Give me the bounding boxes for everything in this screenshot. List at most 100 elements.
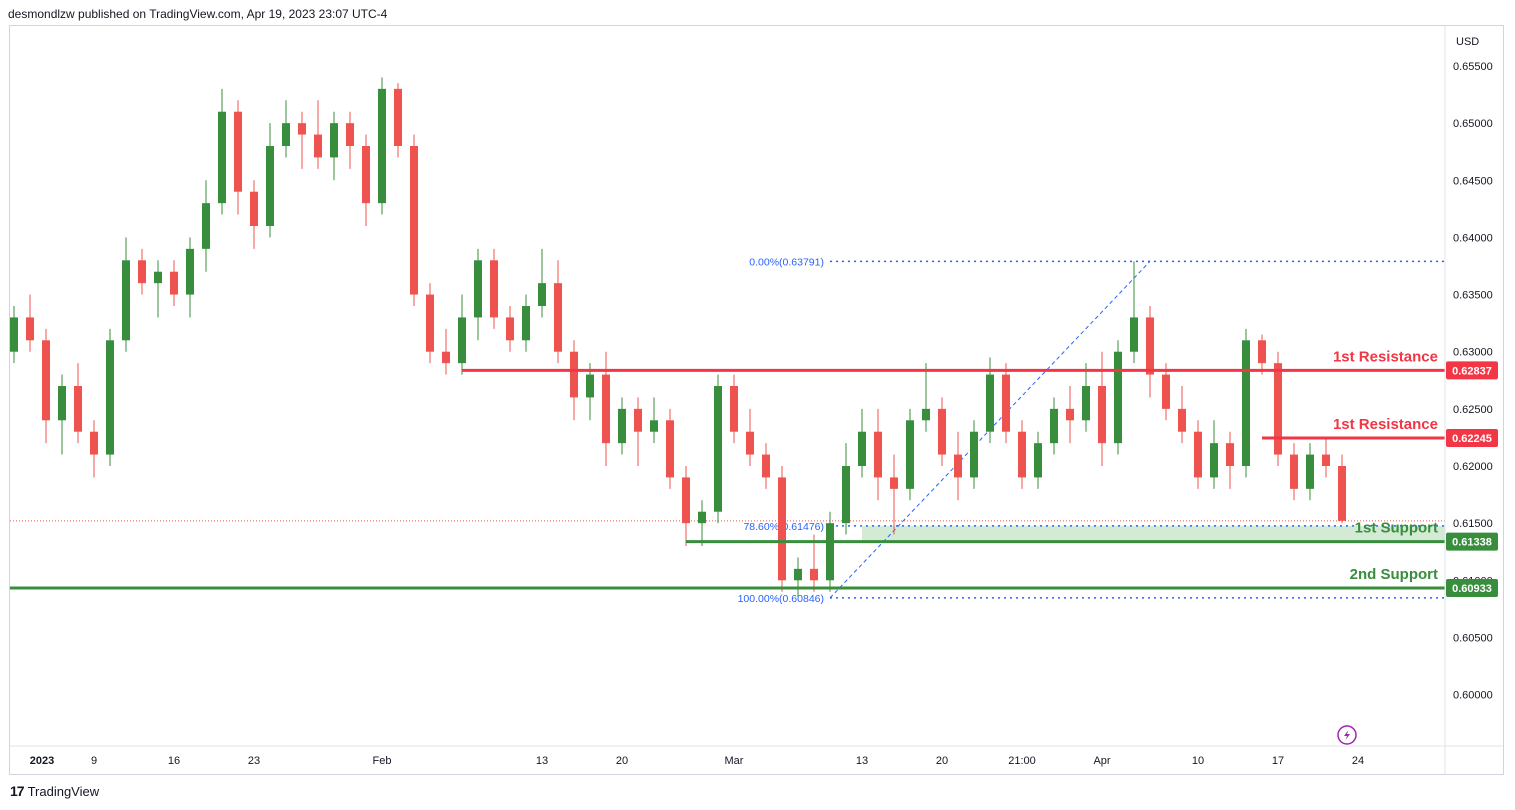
- x-tick-label: 21:00: [1008, 755, 1036, 767]
- candle-body: [1114, 351, 1122, 444]
- candle-body: [138, 260, 146, 284]
- candle-body: [74, 386, 82, 432]
- candle-body: [746, 431, 754, 455]
- candle-body: [1066, 408, 1074, 421]
- candle-body: [858, 431, 866, 466]
- x-tick-label: 13: [856, 755, 868, 767]
- price-tag-value: 0.61338: [1452, 537, 1492, 549]
- x-tick-label: Apr: [1093, 755, 1110, 767]
- support-zone: [862, 525, 1445, 542]
- candle-body: [1018, 431, 1026, 478]
- candle-body: [826, 523, 834, 581]
- candle-body: [426, 294, 434, 352]
- x-tick-label: Mar: [725, 755, 744, 767]
- candle-body: [330, 123, 338, 158]
- candle-body: [250, 191, 258, 226]
- candle-body: [1210, 443, 1218, 478]
- y-tick-label: 0.60000: [1453, 690, 1493, 702]
- price-chart-svg[interactable]: 0.00%(0.63791)78.60%(0.61476)100.00%(0.6…: [10, 26, 1503, 774]
- support-zone-layer: [862, 525, 1445, 542]
- price-tag-bg: [1446, 429, 1498, 447]
- candle-body: [874, 431, 882, 478]
- y-tick-label: 0.62500: [1453, 404, 1493, 416]
- candle-body: [1162, 374, 1170, 409]
- candle-body: [842, 466, 850, 524]
- candle-body: [682, 477, 690, 524]
- x-tick-label: 13: [536, 755, 548, 767]
- candle-body: [554, 283, 562, 352]
- candle-body: [538, 283, 546, 306]
- candle-body: [794, 568, 802, 581]
- support-label: 2nd Support: [1350, 566, 1438, 583]
- candle-body: [42, 340, 50, 421]
- candle-body: [618, 408, 626, 444]
- candle-body: [1034, 443, 1042, 478]
- fib-level-label: 0.00%(0.63791): [749, 256, 824, 268]
- candle-body: [1082, 386, 1090, 421]
- resistance-label: 1st Resistance: [1333, 348, 1438, 365]
- candle-body: [410, 146, 418, 295]
- y-tick-label: 0.61500: [1453, 518, 1493, 530]
- x-tick-label: 17: [1272, 755, 1284, 767]
- x-tick-label: 20: [936, 755, 948, 767]
- y-tick-label: 0.64500: [1453, 175, 1493, 187]
- candle-body: [634, 408, 642, 432]
- x-tick-label: 2023: [30, 755, 54, 767]
- candle-body: [890, 477, 898, 489]
- candle-body: [1306, 454, 1314, 489]
- candle-body: [922, 408, 930, 421]
- candle-body: [282, 123, 290, 146]
- price-tag-value: 0.62245: [1452, 433, 1492, 445]
- candle-body: [602, 374, 610, 444]
- y-tick-label: 0.60500: [1453, 632, 1493, 644]
- candle-body: [346, 123, 354, 146]
- candle-body: [698, 511, 706, 524]
- candle-body: [1146, 317, 1154, 375]
- candle-body: [586, 374, 594, 398]
- fib-level-label: 100.00%(0.60846): [738, 593, 824, 605]
- y-tick-label: 0.65500: [1453, 61, 1493, 73]
- y-tick-label: 0.64000: [1453, 232, 1493, 244]
- tradingview-logo-icon[interactable]: 17: [10, 783, 25, 799]
- candle-body: [58, 386, 66, 421]
- support-label: 1st Support: [1355, 520, 1438, 537]
- candle-body: [170, 271, 178, 295]
- candle-body: [266, 146, 274, 226]
- candle-body: [122, 260, 130, 341]
- candle-body: [1002, 374, 1010, 432]
- candle-body: [986, 374, 994, 432]
- price-tag-bg: [1446, 361, 1498, 380]
- candle-body: [570, 351, 578, 398]
- candle-body: [442, 351, 450, 364]
- resistance-label: 1st Resistance: [1333, 416, 1438, 433]
- y-tick-label: 0.63500: [1453, 290, 1493, 302]
- price-tags: 0.62837 0.62245 0.61338 0.60933: [1446, 361, 1498, 597]
- candle-body: [106, 340, 114, 455]
- chart-area[interactable]: 0.00%(0.63791)78.60%(0.61476)100.00%(0.6…: [9, 25, 1504, 775]
- candle-body: [970, 431, 978, 478]
- support-resistance-levels[interactable]: 1st Resistance 1st Resistance 1st Support 2…: [10, 348, 1445, 590]
- candle-body: [778, 477, 786, 581]
- lightning-icon[interactable]: [1337, 725, 1357, 745]
- brand-name[interactable]: TradingView: [27, 783, 100, 799]
- x-tick-label: 23: [248, 755, 260, 767]
- candlestick-series: [10, 77, 1346, 598]
- y-tick-label: 0.63000: [1453, 347, 1493, 359]
- price-tag-bg: [1446, 578, 1498, 597]
- candle-body: [522, 306, 530, 341]
- candle-body: [314, 134, 322, 158]
- candle-body: [938, 408, 946, 455]
- candle-body: [298, 123, 306, 135]
- candle-body: [650, 420, 658, 432]
- x-tick-label: 9: [91, 755, 97, 767]
- candle-body: [490, 260, 498, 318]
- x-tick-label: 24: [1352, 755, 1364, 767]
- price-tag-value: 0.62837: [1452, 365, 1492, 377]
- candle-body: [1194, 431, 1202, 478]
- candle-body: [1290, 454, 1298, 489]
- publisher-caption: desmondlzw published on TradingView.com,…: [8, 7, 388, 21]
- candle-body: [90, 431, 98, 455]
- y-tick-label: 0.62000: [1453, 461, 1493, 473]
- price-tag-bg: [1446, 532, 1498, 551]
- candle-body: [954, 454, 962, 478]
